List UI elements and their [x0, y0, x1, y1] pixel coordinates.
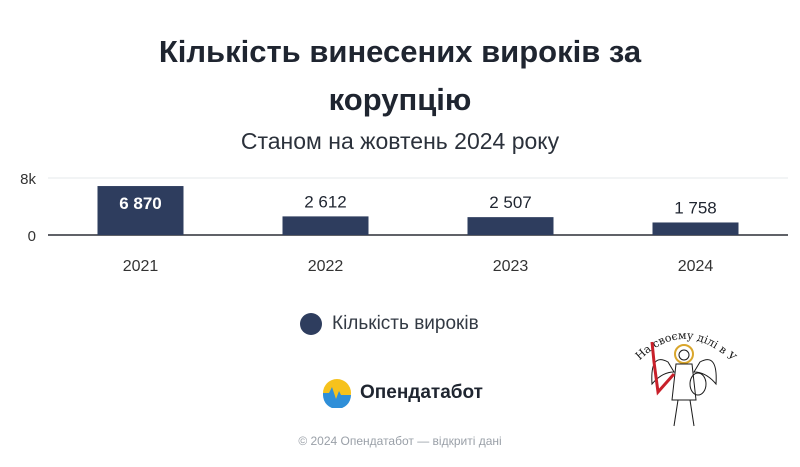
y-tick-label: 0	[28, 228, 36, 245]
bar	[467, 217, 554, 235]
brand-name: Опендатабот	[360, 382, 483, 403]
chart-title: Кількість винесених вироків за корупцію	[0, 28, 800, 124]
x-tick-label: 2022	[308, 258, 344, 275]
footer-copyright: © 2024 Опендатабот — відкриті дані	[298, 434, 502, 448]
data-label: 2 507	[489, 193, 532, 212]
legend: Кількість вироків	[300, 313, 479, 335]
chart-subtitle: Станом на жовтень 2024 року	[240, 128, 560, 154]
data-label: 1 758	[674, 198, 717, 217]
bar-chart: 0 8k 6 870 2021 2 612 2022 2 507 2023 1 758 2024	[20, 171, 788, 275]
bar	[282, 216, 369, 235]
x-tick-label: 2023	[493, 258, 529, 275]
bar	[652, 222, 739, 235]
chart-title-line-2: корупцію	[328, 82, 472, 117]
x-tick-label: 2024	[678, 258, 714, 275]
legend-marker	[300, 313, 322, 335]
brand-logo: Опендатабот	[322, 378, 483, 408]
bar	[97, 186, 184, 235]
legend-label: Кількість вироків	[332, 313, 479, 334]
x-tick-label: 2021	[123, 258, 159, 275]
y-tick-label: 8k	[20, 171, 36, 188]
chart-title-line-1: Кількість винесених вироків за	[158, 34, 642, 69]
archangel-emblem: На своєму ділі в Україні	[628, 322, 739, 427]
data-label: 2 612	[304, 192, 347, 211]
emblem-caption-path: На своєму ділі в Україні	[628, 322, 739, 364]
emblem-caption: На своєму ділі в Україні	[628, 322, 739, 364]
opendatabot-logo-icon	[323, 379, 351, 408]
data-label: 6 870	[119, 194, 162, 213]
